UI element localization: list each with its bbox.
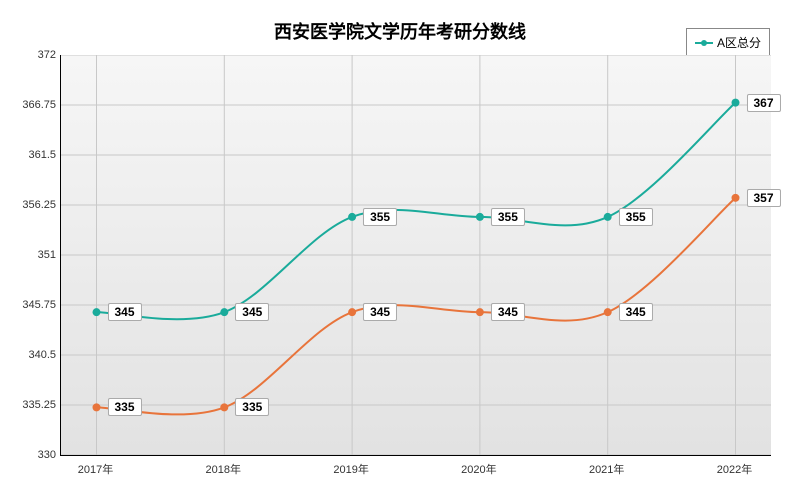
data-label: 367 (746, 94, 780, 112)
y-tick-label: 361.5 (28, 149, 56, 161)
data-label: 345 (619, 303, 653, 321)
plot-svg (61, 55, 771, 455)
series-marker (220, 403, 228, 411)
data-label: 345 (491, 303, 525, 321)
y-tick-label: 351 (38, 249, 56, 261)
x-tick-label: 2017年 (78, 461, 113, 477)
y-tick-label: 335.25 (22, 399, 56, 411)
x-tick-label: 2020年 (461, 461, 496, 477)
chart-title: 西安医学院文学历年考研分数线 (0, 18, 800, 44)
x-tick-label: 2021年 (589, 461, 624, 477)
data-label: 335 (107, 398, 141, 416)
y-tick-label: 356.25 (22, 199, 56, 211)
data-label: 345 (363, 303, 397, 321)
legend-item-a: A区总分 (695, 33, 761, 52)
y-tick-label: 330 (38, 449, 56, 461)
legend-swatch-a (695, 42, 713, 44)
data-label: 355 (363, 208, 397, 226)
series-marker (476, 213, 484, 221)
data-label: 335 (235, 398, 269, 416)
y-tick-label: 340.5 (28, 349, 56, 361)
y-tick-label: 345.75 (22, 299, 56, 311)
series-marker (732, 194, 740, 202)
x-tick-label: 2018年 (206, 461, 241, 477)
chart-container: 西安医学院文学历年考研分数线 A区总分 B区总分 345345355355355… (0, 0, 800, 500)
y-axis: 330335.25340.5345.75351356.25361.5366.75… (0, 55, 60, 455)
series-marker (93, 403, 101, 411)
legend-label-a: A区总分 (717, 34, 761, 51)
data-label: 345 (235, 303, 269, 321)
data-label: 345 (107, 303, 141, 321)
series-marker (348, 308, 356, 316)
y-tick-label: 372 (38, 49, 56, 61)
data-label: 357 (746, 189, 780, 207)
series-marker (732, 99, 740, 107)
x-tick-label: 2022年 (717, 461, 752, 477)
series-marker (604, 213, 612, 221)
data-label: 355 (491, 208, 525, 226)
y-tick-label: 366.75 (22, 99, 56, 111)
series-marker (220, 308, 228, 316)
series-marker (348, 213, 356, 221)
series-marker (604, 308, 612, 316)
series-marker (476, 308, 484, 316)
plot-area: 345345355355355367335335345345345357 (60, 55, 771, 456)
data-label: 355 (619, 208, 653, 226)
x-tick-label: 2019年 (333, 461, 368, 477)
series-marker (93, 308, 101, 316)
